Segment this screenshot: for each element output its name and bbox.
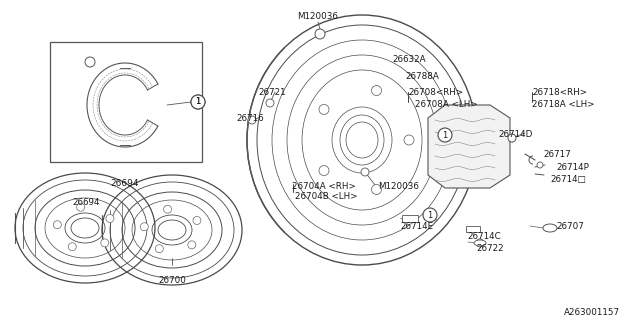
Circle shape bbox=[508, 134, 516, 142]
Circle shape bbox=[476, 239, 484, 247]
Text: 26694: 26694 bbox=[111, 179, 140, 188]
Bar bbox=[50, 42, 202, 162]
Circle shape bbox=[188, 241, 196, 249]
Ellipse shape bbox=[474, 240, 486, 246]
Circle shape bbox=[372, 184, 381, 195]
Text: 26704A <RH>: 26704A <RH> bbox=[292, 182, 356, 191]
Ellipse shape bbox=[543, 224, 557, 232]
Text: 26694: 26694 bbox=[72, 198, 100, 207]
Text: 26714P: 26714P bbox=[556, 163, 589, 172]
Text: 26716: 26716 bbox=[236, 114, 264, 123]
Circle shape bbox=[319, 165, 329, 176]
Circle shape bbox=[248, 116, 256, 124]
Circle shape bbox=[191, 95, 205, 109]
Circle shape bbox=[85, 57, 95, 67]
Circle shape bbox=[77, 203, 84, 211]
Circle shape bbox=[266, 99, 274, 107]
Text: 26700: 26700 bbox=[158, 276, 186, 285]
Circle shape bbox=[404, 135, 414, 145]
Text: 1: 1 bbox=[442, 131, 447, 140]
Polygon shape bbox=[428, 105, 510, 188]
Circle shape bbox=[193, 216, 201, 224]
Text: 26714D: 26714D bbox=[498, 130, 532, 139]
Text: 26788A: 26788A bbox=[405, 72, 439, 81]
Circle shape bbox=[53, 221, 61, 229]
Text: 26714C: 26714C bbox=[467, 232, 500, 241]
Text: 1: 1 bbox=[195, 98, 200, 107]
Text: 26718<RH>: 26718<RH> bbox=[532, 88, 587, 97]
Text: 26708A <LH>: 26708A <LH> bbox=[415, 100, 477, 109]
Circle shape bbox=[68, 243, 76, 251]
Text: 1: 1 bbox=[195, 98, 200, 107]
Circle shape bbox=[156, 245, 163, 253]
Circle shape bbox=[164, 205, 172, 213]
Text: 26704B <LH>: 26704B <LH> bbox=[295, 192, 358, 201]
Circle shape bbox=[537, 162, 543, 168]
Circle shape bbox=[372, 85, 381, 96]
Text: 26722: 26722 bbox=[476, 244, 504, 253]
Circle shape bbox=[361, 168, 369, 176]
Circle shape bbox=[191, 95, 205, 109]
Text: 26721: 26721 bbox=[258, 88, 285, 97]
Text: 26718A <LH>: 26718A <LH> bbox=[532, 100, 595, 109]
Circle shape bbox=[100, 239, 109, 247]
Text: 26717: 26717 bbox=[543, 150, 571, 159]
Text: 26708<RH>: 26708<RH> bbox=[408, 88, 463, 97]
Circle shape bbox=[106, 214, 114, 222]
Text: A263001157: A263001157 bbox=[564, 308, 620, 317]
Circle shape bbox=[315, 29, 325, 39]
Polygon shape bbox=[466, 226, 480, 232]
Text: 1: 1 bbox=[428, 211, 433, 220]
Text: 26632A: 26632A bbox=[392, 55, 426, 64]
Text: 26714□: 26714□ bbox=[550, 175, 586, 184]
Circle shape bbox=[319, 104, 329, 115]
Text: M120036: M120036 bbox=[298, 12, 339, 21]
Circle shape bbox=[140, 223, 148, 231]
Polygon shape bbox=[402, 215, 418, 222]
Text: 26714E: 26714E bbox=[400, 222, 433, 231]
Text: M120036: M120036 bbox=[378, 182, 419, 191]
Text: 26707: 26707 bbox=[556, 222, 584, 231]
Circle shape bbox=[438, 128, 452, 142]
Circle shape bbox=[423, 208, 437, 222]
